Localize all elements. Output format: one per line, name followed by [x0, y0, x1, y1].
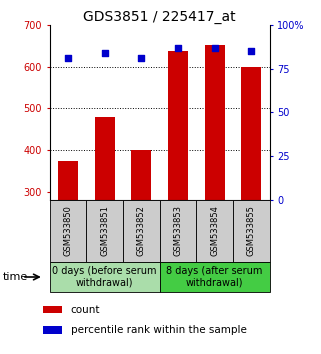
- Text: count: count: [71, 304, 100, 315]
- Text: GSM533853: GSM533853: [174, 205, 183, 257]
- Bar: [43, 326, 62, 334]
- Title: GDS3851 / 225417_at: GDS3851 / 225417_at: [83, 10, 236, 24]
- Bar: [160, 262, 270, 292]
- Bar: [160, 200, 196, 262]
- Bar: [233, 200, 270, 262]
- Bar: [58, 161, 78, 317]
- Bar: [196, 200, 233, 262]
- Point: [212, 45, 217, 50]
- Text: GSM533855: GSM533855: [247, 206, 256, 256]
- Text: GSM533854: GSM533854: [210, 206, 219, 256]
- Bar: [123, 200, 160, 262]
- Text: percentile rank within the sample: percentile rank within the sample: [71, 325, 247, 335]
- Text: GSM533852: GSM533852: [137, 206, 146, 256]
- Text: GSM533850: GSM533850: [64, 206, 73, 256]
- Bar: [168, 51, 188, 317]
- Bar: [131, 149, 152, 317]
- Bar: [241, 67, 261, 317]
- Bar: [204, 45, 225, 317]
- Point: [65, 55, 71, 61]
- Text: 8 days (after serum
withdrawal): 8 days (after serum withdrawal): [167, 266, 263, 288]
- Text: time: time: [3, 272, 29, 282]
- Point: [139, 55, 144, 61]
- Bar: [50, 262, 160, 292]
- Bar: [86, 200, 123, 262]
- Text: GSM533851: GSM533851: [100, 206, 109, 256]
- Point: [102, 50, 107, 56]
- Bar: [95, 116, 115, 317]
- Bar: [50, 200, 86, 262]
- Text: 0 days (before serum
withdrawal): 0 days (before serum withdrawal): [52, 266, 157, 288]
- Point: [249, 48, 254, 54]
- Point: [176, 45, 181, 50]
- Bar: [43, 306, 62, 313]
